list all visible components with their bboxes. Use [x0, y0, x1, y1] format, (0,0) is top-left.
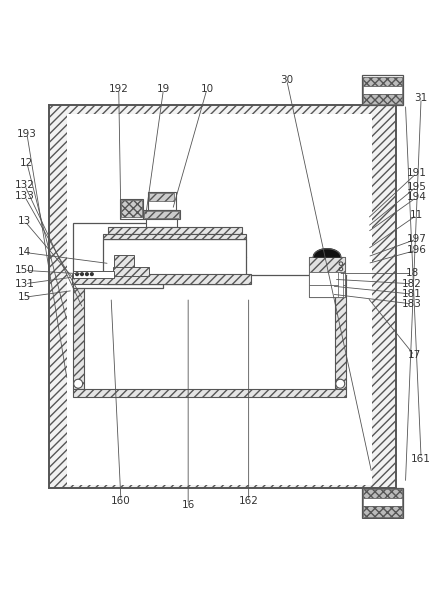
Text: 162: 162 [239, 496, 258, 506]
Text: 13: 13 [18, 216, 31, 226]
Bar [309, 257, 345, 297]
Bar [338, 272, 343, 297]
Bar [149, 194, 174, 201]
Bar [363, 86, 402, 94]
Bar [309, 272, 345, 285]
Bar [73, 389, 346, 397]
Text: 30: 30 [280, 75, 293, 85]
Text: 14: 14 [18, 247, 31, 257]
Text: 133: 133 [15, 191, 34, 201]
Text: 196: 196 [407, 245, 426, 255]
Text: 132: 132 [15, 180, 34, 190]
Text: 191: 191 [407, 168, 426, 178]
Text: 19: 19 [157, 84, 170, 94]
Text: 195: 195 [407, 182, 426, 192]
Bar [146, 219, 177, 227]
Circle shape [90, 273, 93, 276]
Bar [108, 227, 242, 234]
Text: 181: 181 [402, 289, 422, 299]
Bar [113, 267, 149, 276]
Bar [72, 274, 251, 284]
Circle shape [73, 379, 83, 388]
Bar [84, 275, 335, 389]
Bar [73, 275, 84, 389]
Text: 183: 183 [402, 299, 422, 309]
Text: 194: 194 [407, 192, 426, 202]
Circle shape [81, 273, 83, 276]
Bar [143, 210, 180, 219]
Text: 150: 150 [15, 266, 34, 276]
Bar [73, 271, 114, 277]
Bar [362, 76, 403, 106]
Bar [362, 488, 403, 517]
Bar [363, 498, 402, 506]
Text: 161: 161 [411, 454, 431, 464]
Text: 17: 17 [408, 350, 421, 360]
Bar [121, 200, 142, 218]
Bar [73, 224, 163, 289]
Bar [309, 285, 345, 297]
Bar [114, 255, 134, 273]
Text: 197: 197 [407, 234, 426, 244]
Bar [309, 257, 345, 272]
Text: 10: 10 [200, 84, 214, 94]
Text: 15: 15 [18, 292, 31, 302]
Bar [363, 506, 402, 517]
Bar [335, 275, 346, 389]
Bar [103, 240, 246, 284]
Circle shape [76, 273, 78, 276]
Text: 31: 31 [414, 93, 428, 103]
Bar [120, 199, 143, 219]
Text: 11: 11 [410, 210, 423, 220]
Text: 160: 160 [111, 496, 131, 506]
Bar [363, 489, 402, 498]
Text: 16: 16 [181, 500, 195, 510]
Circle shape [336, 379, 345, 388]
Text: 12: 12 [20, 158, 34, 168]
Text: 182: 182 [402, 279, 422, 289]
Polygon shape [314, 249, 340, 257]
Bar [103, 234, 246, 240]
Text: 18: 18 [405, 268, 419, 278]
Bar [363, 94, 402, 104]
Bar [363, 77, 402, 86]
Bar [144, 211, 179, 218]
Circle shape [86, 273, 88, 276]
Text: 193: 193 [17, 129, 37, 139]
Bar [49, 104, 396, 488]
Bar [148, 192, 176, 210]
Text: 131: 131 [15, 279, 34, 289]
Bar [67, 113, 372, 486]
Text: 192: 192 [109, 84, 129, 94]
